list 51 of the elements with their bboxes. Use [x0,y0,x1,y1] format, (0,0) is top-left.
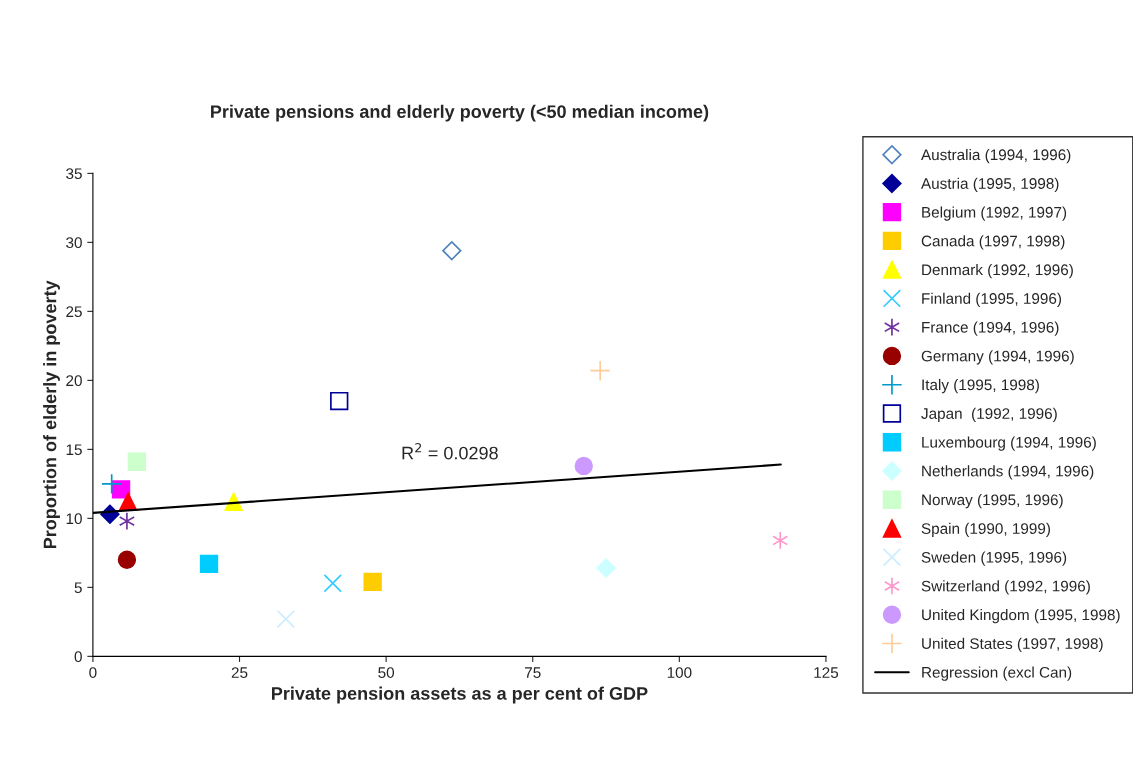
point [118,511,135,531]
legend-label: Norway (1995, 1996) [922,494,1063,509]
y-tick-label: 5 [74,582,82,594]
y-tick-label: 30 [66,237,82,249]
legend-label: Australia (1994, 1996) [921,148,1071,164]
legend-label: Canada (1997, 1998) [921,235,1065,250]
point [127,452,147,471]
legend-label: Switzerland (1992, 1996) [921,580,1090,595]
x-tick-label: 0 [89,667,97,678]
legend-label: Germany (1994, 1996) [921,350,1074,365]
point [442,240,462,261]
chart-title: Private pensions and elderly poverty (<50 median income) [211,104,709,122]
legend-label: Italy (1995, 1998) [922,378,1039,394]
x-tick-label: 100 [667,667,692,678]
legend-label: Belgium (1992, 1997) [922,206,1067,221]
point [330,391,349,411]
legend-label: Spain (1990, 1999) [921,522,1050,538]
legend-label: Sweden (1995, 1996) [921,551,1067,566]
point [199,554,219,574]
y-tick-label: 15 [66,444,82,456]
y-tick-label: 0 [74,651,82,663]
point [323,574,342,593]
legend-label: Regression (excl Can) [922,666,1072,681]
legend-label: United States (1997, 1998) [922,637,1103,653]
point [101,473,123,495]
y-tick-label: 10 [66,513,82,525]
y-tick-label: 20 [66,375,82,387]
annotation: R$^{2}$ = 0.0298 [402,442,498,460]
legend-label: Denmark (1992, 1996) [922,263,1073,279]
point [117,550,137,569]
x-tick-label: 25 [231,667,248,678]
y-axis-title: Proportion of elderly in poverty [43,280,60,549]
point [363,572,382,592]
point [596,558,616,578]
point [574,456,593,476]
x-tick-label: 50 [378,667,395,678]
legend-label: United Kingdom (1995, 1998) [922,609,1120,624]
y-tick-label: 35 [66,168,82,180]
point [589,360,611,382]
legend-label: Netherlands (1994, 1996) [922,465,1094,480]
point [276,609,296,629]
legend-label: France (1994, 1996) [922,321,1059,336]
y-tick-label: 25 [66,306,82,318]
legend-label: Japan (1992, 1996) [921,407,1057,422]
x-tick-label: 75 [525,667,541,678]
x-tick-label: 125 [814,667,839,678]
legend-label: Austria (1995, 1998) [921,177,1059,192]
point [772,531,789,550]
legend-label: Luxembourg (1994, 1996) [922,436,1096,451]
legend-label: Finland (1995, 1996) [922,292,1062,307]
x-axis-title: Private pension assets as a per cent of GDP [272,686,648,704]
